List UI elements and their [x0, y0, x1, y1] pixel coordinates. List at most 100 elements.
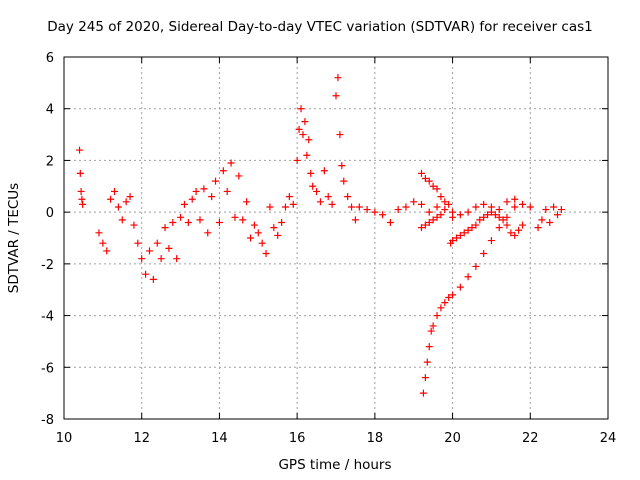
data-point [289, 200, 297, 208]
data-point [394, 206, 402, 214]
data-point [344, 193, 352, 201]
y-tick-label: 0 [46, 206, 54, 221]
data-point [495, 224, 503, 232]
data-point [511, 231, 519, 239]
data-point [161, 224, 169, 232]
y-tick-label: 4 [46, 103, 54, 118]
data-point [429, 216, 437, 224]
data-point [299, 131, 307, 139]
data-point [184, 218, 192, 226]
data-point [130, 221, 138, 229]
data-point [316, 198, 324, 206]
data-point [464, 226, 472, 234]
data-point [456, 231, 464, 239]
data-point [410, 198, 418, 206]
data-point [79, 200, 87, 208]
data-point [309, 182, 317, 190]
data-point [445, 293, 453, 301]
data-point [76, 146, 84, 154]
data-point [511, 195, 519, 203]
data-point [452, 234, 460, 242]
data-point [295, 125, 303, 133]
data-point [180, 200, 188, 208]
data-point [313, 187, 321, 195]
data-point [503, 198, 511, 206]
plot-frame [63, 56, 609, 420]
data-point [103, 247, 111, 255]
data-point [421, 221, 429, 229]
data-point [355, 203, 363, 211]
data-point [188, 195, 196, 203]
data-point [153, 239, 161, 247]
data-point [449, 208, 457, 216]
data-point [173, 255, 181, 263]
data-point [480, 200, 488, 208]
data-point [165, 244, 173, 252]
data-point [363, 206, 371, 214]
data-point [429, 182, 437, 190]
data-point [324, 193, 332, 201]
data-point [503, 221, 511, 229]
data-point [456, 283, 464, 291]
x-tick-label: 12 [133, 431, 150, 446]
data-point [76, 169, 84, 177]
data-point [348, 203, 356, 211]
data-points [76, 74, 565, 397]
data-point [511, 203, 519, 211]
data-point [107, 195, 115, 203]
data-point [227, 159, 235, 167]
data-point [305, 136, 313, 144]
data-point [433, 185, 441, 193]
data-point [138, 255, 146, 263]
data-point [243, 198, 251, 206]
data-point [480, 250, 488, 258]
x-tick-label: 22 [522, 431, 539, 446]
y-tick-label: -4 [41, 310, 54, 325]
x-tick-label: 24 [600, 431, 617, 446]
data-point [437, 211, 445, 219]
data-point [460, 229, 468, 237]
data-point [250, 221, 258, 229]
data-point [77, 187, 85, 195]
data-point [332, 92, 340, 100]
data-point [254, 229, 262, 237]
data-point [487, 237, 495, 245]
data-point [270, 224, 278, 232]
series-tail-22 [534, 203, 565, 232]
data-point [441, 198, 449, 206]
data-point [480, 213, 488, 221]
data-point [274, 231, 282, 239]
data-point [468, 224, 476, 232]
data-point [464, 273, 472, 281]
data-point [149, 275, 157, 283]
data-point [449, 291, 457, 299]
data-point [484, 211, 492, 219]
data-point [371, 208, 379, 216]
data-point [78, 195, 86, 203]
y-tick-label: 6 [46, 51, 54, 66]
x-tick-label: 10 [56, 431, 73, 446]
data-point [425, 177, 433, 185]
data-point [278, 218, 286, 226]
data-point [402, 203, 410, 211]
data-point [491, 211, 499, 219]
data-point [553, 211, 561, 219]
data-point [495, 206, 503, 214]
data-point [423, 358, 431, 366]
data-point [169, 218, 177, 226]
data-point [307, 169, 315, 177]
data-point [476, 216, 484, 224]
data-point [99, 239, 107, 247]
data-point [472, 262, 480, 270]
data-point [239, 216, 247, 224]
data-point [336, 131, 344, 139]
data-point [111, 187, 119, 195]
data-point [487, 208, 495, 216]
data-point [427, 327, 435, 335]
series-branch-lower-19.2 [417, 211, 445, 232]
x-tick-label: 18 [367, 431, 384, 446]
series-deep-dip [419, 203, 519, 397]
data-point [421, 175, 429, 183]
